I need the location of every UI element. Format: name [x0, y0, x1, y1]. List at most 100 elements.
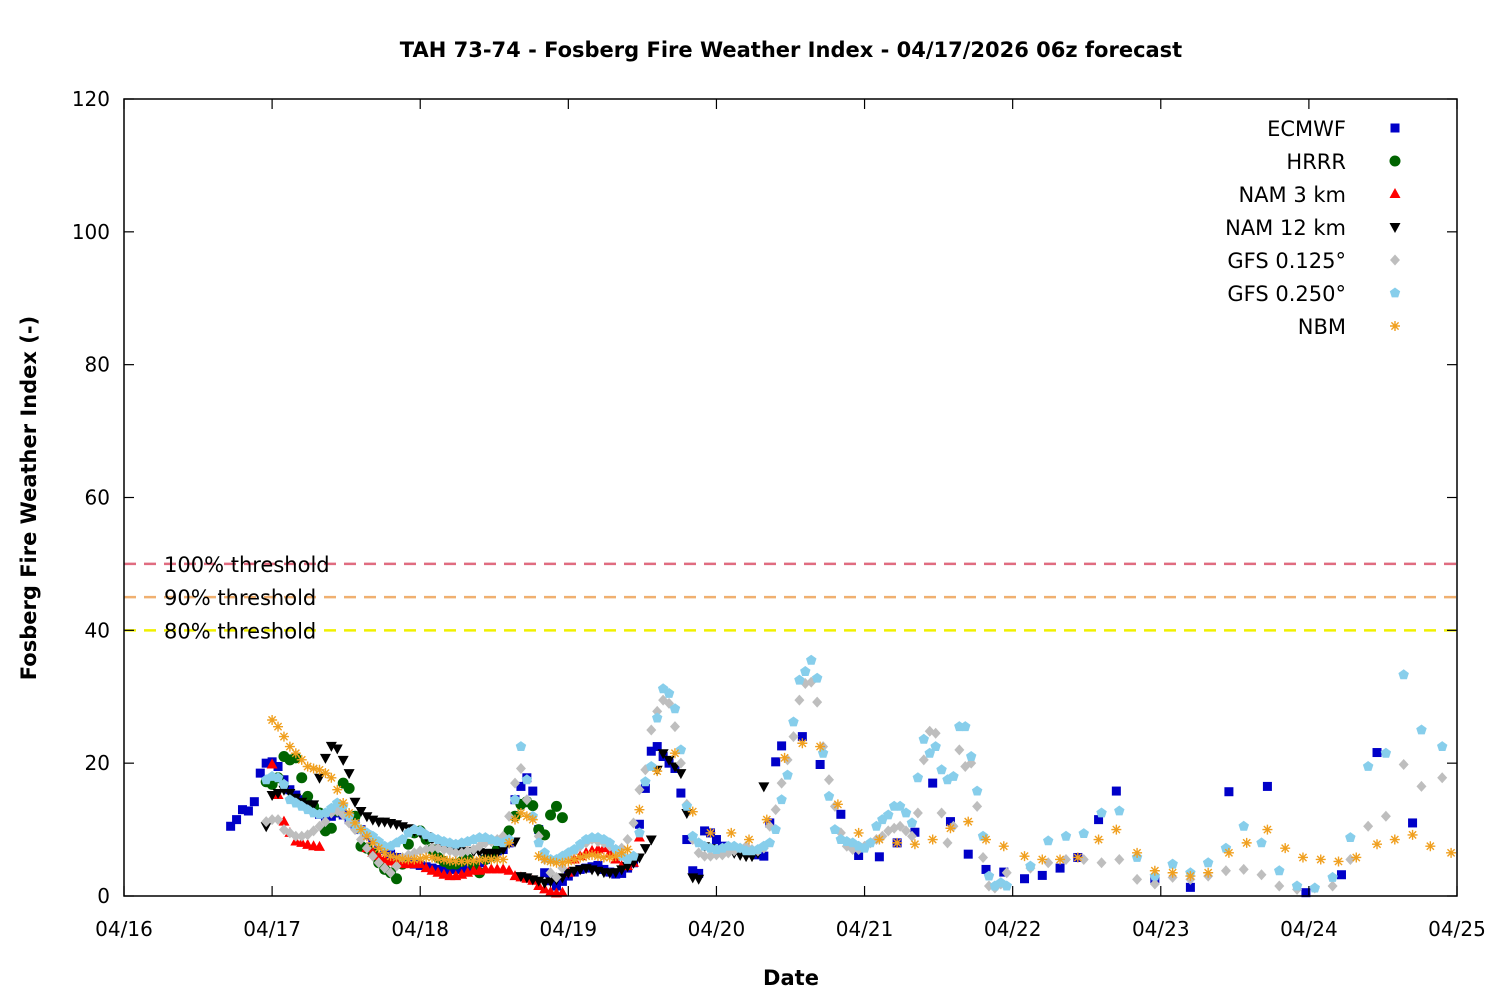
data-point: [634, 804, 645, 815]
x-tick-label: 04/17: [243, 917, 301, 941]
series-gfs-0-250-: [261, 654, 1448, 893]
data-point: [797, 738, 808, 749]
legend-marker: [1389, 223, 1401, 233]
data-point: [948, 771, 959, 781]
data-point: [628, 817, 639, 829]
x-tick-label: 04/18: [391, 917, 449, 941]
data-point: [326, 772, 337, 783]
data-point: [824, 774, 835, 786]
data-point: [761, 814, 772, 825]
data-point: [883, 809, 894, 820]
data-point: [296, 772, 308, 784]
data-point: [779, 752, 790, 763]
data-point: [1291, 880, 1303, 891]
data-point: [593, 860, 603, 870]
data-point: [344, 807, 355, 818]
data-point: [646, 724, 657, 736]
data-point: [981, 864, 991, 874]
data-point: [1372, 748, 1382, 758]
x-tick-label: 04/19: [540, 917, 598, 941]
data-point: [910, 827, 920, 837]
data-point: [557, 857, 568, 868]
data-point: [444, 855, 455, 866]
threshold-label: 80% threshold: [164, 619, 316, 643]
y-tick-label: 100: [72, 220, 110, 244]
data-point: [705, 827, 716, 838]
data-point: [711, 835, 721, 845]
data-point: [492, 854, 503, 865]
data-point: [1327, 880, 1338, 892]
data-point: [1149, 878, 1160, 890]
data-point: [480, 854, 491, 865]
data-point: [806, 654, 817, 665]
data-point: [918, 754, 929, 766]
data-point: [266, 791, 278, 802]
data-point: [1132, 847, 1143, 858]
data-point: [1078, 853, 1089, 865]
data-point: [854, 850, 864, 860]
data-point: [663, 755, 675, 766]
data-point: [266, 758, 278, 769]
data-point: [474, 855, 485, 866]
data-point: [296, 836, 308, 847]
data-point: [963, 849, 973, 859]
data-point: [545, 856, 556, 867]
data-point: [373, 843, 384, 854]
legend: ECMWF HRRR NAM 3 km NAM 12 km GFS 0.125° GFS …: [1225, 117, 1401, 339]
data-point: [1114, 853, 1125, 865]
x-tick-label: 04/21: [836, 917, 894, 941]
data-point: [640, 776, 651, 787]
data-point: [391, 852, 402, 863]
data-point: [836, 809, 846, 819]
data-point: [972, 800, 983, 812]
data-point: [367, 837, 378, 848]
data-point: [1114, 805, 1125, 816]
data-point: [545, 867, 556, 879]
data-point: [539, 854, 550, 865]
data-point: [1020, 874, 1030, 884]
legend-label: NAM 3 km: [1238, 183, 1346, 207]
legend-label: NBM: [1298, 315, 1346, 339]
y-tick-label: 60: [85, 486, 110, 510]
data-point: [284, 789, 296, 800]
data-point: [569, 854, 580, 865]
data-point: [545, 809, 557, 821]
data-point: [1037, 854, 1048, 865]
data-point: [1398, 758, 1409, 770]
legend-marker: [1389, 188, 1401, 198]
data-point: [981, 834, 992, 845]
data-point: [1096, 857, 1107, 869]
data-point: [1167, 867, 1178, 878]
data-point: [308, 763, 319, 774]
data-point: [1408, 818, 1418, 828]
data-point: [278, 778, 290, 789]
data-point: [421, 852, 432, 863]
data-point: [616, 847, 627, 858]
data-point: [539, 847, 550, 858]
legend-label: GFS 0.125°: [1227, 249, 1346, 273]
data-point: [587, 849, 598, 860]
x-axis-label: Date: [763, 966, 819, 990]
data-point: [427, 852, 438, 863]
data-point: [1407, 829, 1418, 840]
data-point: [823, 790, 835, 801]
x-tick-label: 04/25: [1428, 917, 1486, 941]
data-point: [800, 666, 811, 676]
legend-marker: [1390, 254, 1400, 266]
data-point: [367, 850, 378, 862]
legend-marker: [1390, 321, 1400, 331]
data-point: [551, 881, 561, 891]
data-point: [966, 751, 977, 761]
data-point: [296, 754, 307, 765]
data-point: [610, 851, 621, 862]
data-point: [865, 837, 876, 848]
data-point: [314, 840, 326, 851]
data-point: [663, 687, 675, 698]
data-point: [794, 694, 805, 706]
data-point: [874, 852, 884, 862]
data-point: [1274, 880, 1285, 892]
data-point: [521, 811, 532, 822]
data-point: [687, 806, 698, 817]
legend-label: GFS 0.250°: [1227, 282, 1346, 306]
data-point: [1416, 780, 1427, 792]
